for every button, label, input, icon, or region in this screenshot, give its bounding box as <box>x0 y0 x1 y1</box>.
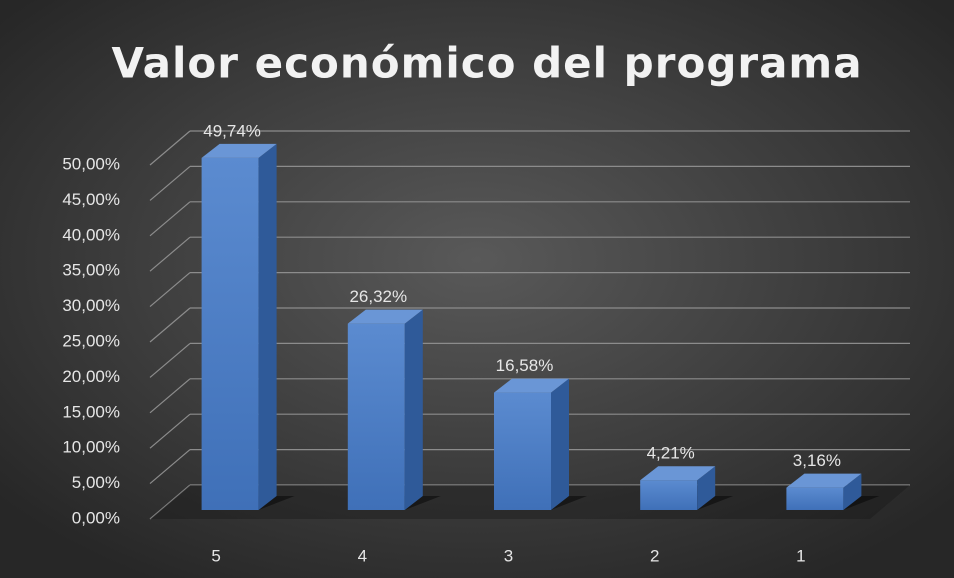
y-tick-label: 40,00% <box>62 225 120 244</box>
grid-line-side <box>149 484 191 520</box>
grid-line-side <box>149 130 191 166</box>
bar-side <box>404 309 423 510</box>
y-tick-label: 25,00% <box>62 331 120 350</box>
x-tick-label: 5 <box>211 546 220 565</box>
grid-line-side <box>149 307 191 343</box>
y-tick-label: 30,00% <box>62 296 120 315</box>
bar-top <box>494 378 569 393</box>
bar-front <box>640 480 698 510</box>
grid-line-side <box>149 378 191 414</box>
chart-title: Valor económico del programa <box>111 39 862 88</box>
bar <box>494 378 587 510</box>
grid-line-side <box>149 413 191 449</box>
grid-line-side <box>149 272 191 308</box>
bar-front <box>494 392 551 510</box>
bar-front <box>347 323 405 510</box>
bar-front <box>201 157 259 510</box>
data-label: 49,74% <box>203 121 261 140</box>
data-label: 16,58% <box>496 356 554 375</box>
x-tick-label: 1 <box>796 546 805 565</box>
bar-top <box>640 466 716 481</box>
x-tick-label: 4 <box>358 546 367 565</box>
bar <box>201 143 295 510</box>
y-tick-label: 35,00% <box>62 261 120 280</box>
bar <box>347 309 441 510</box>
bar-top <box>786 473 862 488</box>
y-tick-label: 45,00% <box>62 190 120 209</box>
grid-line-side <box>149 201 191 237</box>
data-label: 3,16% <box>793 451 841 470</box>
data-label: 4,21% <box>647 444 695 463</box>
x-tick-label: 2 <box>650 546 659 565</box>
bar-top <box>347 309 423 324</box>
grid-line-side <box>149 236 191 272</box>
y-tick-label: 15,00% <box>62 402 120 421</box>
bar <box>640 466 734 510</box>
y-tick-label: 20,00% <box>62 367 120 386</box>
bar-side <box>697 466 716 510</box>
x-tick-label: 3 <box>504 546 513 565</box>
y-tick-label: 5,00% <box>72 473 120 492</box>
grid-line-side <box>149 165 191 201</box>
bar-front <box>786 487 844 510</box>
y-tick-label: 0,00% <box>72 508 120 527</box>
grid-line-side <box>149 342 191 378</box>
y-tick-label: 10,00% <box>62 438 120 457</box>
bar-side <box>843 473 862 510</box>
grid-line-side <box>149 449 191 485</box>
bar-top <box>201 143 277 158</box>
data-label: 26,32% <box>349 287 407 306</box>
y-tick-label: 50,00% <box>62 154 120 173</box>
bar-side <box>551 378 569 510</box>
bar-side <box>258 143 277 510</box>
bar <box>786 473 880 510</box>
